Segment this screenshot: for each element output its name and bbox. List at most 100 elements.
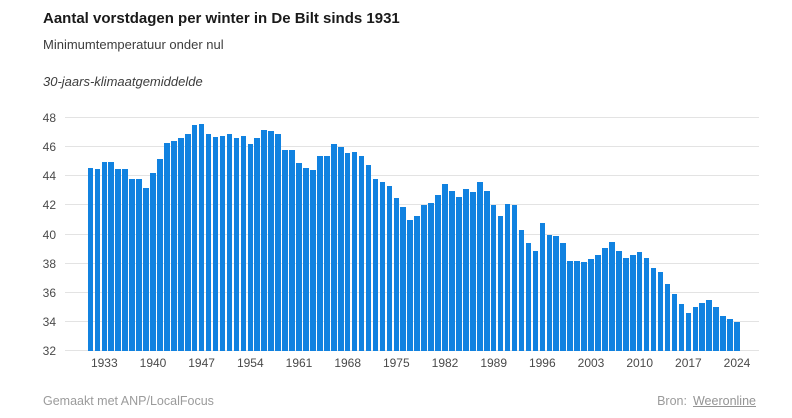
bar-2011[interactable] (643, 257, 650, 351)
bar-1932[interactable] (94, 169, 101, 351)
bar-1987[interactable] (476, 182, 483, 351)
bar-1994[interactable] (525, 243, 532, 351)
bar-1972[interactable] (372, 179, 379, 351)
bar-1941[interactable] (157, 158, 163, 351)
bar-1959[interactable] (282, 150, 288, 351)
bar-1967[interactable] (337, 147, 344, 351)
bar-1964[interactable] (317, 155, 323, 351)
bar-1991[interactable] (504, 203, 511, 351)
bar-1931[interactable] (87, 167, 94, 351)
bar-2014[interactable] (664, 284, 671, 351)
bar-1948[interactable] (205, 134, 212, 351)
bar-1973[interactable] (379, 182, 386, 351)
bar-1985[interactable] (463, 189, 469, 351)
bar-2018[interactable] (692, 307, 699, 351)
bar-1968[interactable] (344, 152, 351, 351)
bar-1979[interactable] (421, 205, 427, 351)
bar-1999[interactable] (560, 243, 566, 351)
gridline-42 (65, 204, 759, 206)
bar-1997[interactable] (546, 234, 553, 351)
bar-2010[interactable] (636, 252, 643, 351)
bar-2015[interactable] (671, 294, 678, 351)
bar-1982[interactable] (442, 183, 448, 351)
bar-2019[interactable] (699, 302, 706, 351)
bar-2005[interactable] (602, 247, 608, 351)
bar-1935[interactable] (115, 169, 121, 351)
bar-1971[interactable] (365, 164, 372, 351)
bar-1953[interactable] (240, 135, 247, 351)
bar-1951[interactable] (226, 134, 233, 351)
bar-2002[interactable] (581, 262, 587, 351)
bar-1943[interactable] (171, 141, 177, 351)
bar-1974[interactable] (386, 186, 393, 351)
bar-2004[interactable] (595, 254, 601, 351)
bar-2013[interactable] (657, 272, 664, 351)
bar-1978[interactable] (414, 215, 420, 351)
bar-2017[interactable] (685, 313, 692, 351)
bar-1952[interactable] (233, 138, 240, 351)
bar-1986[interactable] (470, 192, 476, 351)
bar-1939[interactable] (143, 187, 149, 351)
bar-1954[interactable] (247, 144, 254, 351)
bar-1988[interactable] (483, 190, 490, 351)
bar-2012[interactable] (650, 268, 657, 351)
bar-1976[interactable] (400, 206, 407, 351)
bar-1966[interactable] (330, 144, 337, 351)
bar-1989[interactable] (490, 205, 497, 351)
bar-1962[interactable] (303, 167, 309, 351)
bar-2009[interactable] (629, 254, 636, 351)
bar-2006[interactable] (609, 241, 615, 351)
bar-1957[interactable] (268, 131, 274, 351)
bar-1984[interactable] (456, 196, 462, 351)
bar-2001[interactable] (574, 260, 580, 351)
bar-2024[interactable] (734, 321, 740, 351)
bar-1960[interactable] (289, 150, 295, 351)
bar-2003[interactable] (588, 259, 594, 351)
bar-1936[interactable] (122, 169, 128, 351)
bar-2008[interactable] (622, 257, 629, 351)
bar-1933[interactable] (101, 161, 108, 351)
bar-1949[interactable] (212, 136, 219, 351)
bar-1946[interactable] (191, 125, 198, 351)
source-row: Bron: Weeronline (657, 394, 756, 408)
x-tick-1968: 1968 (334, 356, 362, 370)
bar-2023[interactable] (727, 319, 733, 351)
bar-2020[interactable] (706, 300, 712, 351)
bar-2016[interactable] (678, 304, 685, 351)
bar-1956[interactable] (261, 129, 268, 351)
bar-2022[interactable] (720, 316, 726, 351)
x-axis-labels: 1933 1940 1947 1954 1961 1968 1975 1982 1989 1996… (65, 356, 759, 374)
bar-1998[interactable] (553, 236, 560, 351)
bar-1993[interactable] (518, 230, 525, 351)
bar-2007[interactable] (616, 250, 622, 351)
bar-2000[interactable] (567, 260, 573, 351)
bar-2021[interactable] (713, 307, 719, 351)
bar-1958[interactable] (275, 134, 281, 351)
bar-1950[interactable] (219, 135, 226, 351)
source-link[interactable]: Weeronline (692, 394, 756, 408)
bar-1996[interactable] (539, 222, 546, 351)
bar-1969[interactable] (351, 151, 358, 351)
bar-1940[interactable] (150, 173, 156, 351)
bar-1981[interactable] (435, 195, 441, 351)
bar-1992[interactable] (511, 205, 518, 351)
bar-1947[interactable] (198, 123, 205, 351)
bar-1945[interactable] (184, 134, 191, 351)
bar-1938[interactable] (136, 179, 142, 351)
bar-1961[interactable] (296, 163, 302, 351)
bar-1944[interactable] (177, 138, 184, 351)
bar-1963[interactable] (310, 170, 316, 351)
bar-1955[interactable] (254, 138, 261, 351)
bar-1990[interactable] (497, 215, 504, 351)
bar-1977[interactable] (407, 219, 414, 351)
bar-1983[interactable] (449, 190, 455, 351)
bar-1975[interactable] (393, 198, 400, 351)
bar-1965[interactable] (324, 155, 330, 351)
bar-1980[interactable] (428, 202, 434, 351)
bar-1942[interactable] (164, 142, 170, 351)
bar-1934[interactable] (108, 161, 115, 351)
bar-1995[interactable] (532, 250, 539, 351)
bar-1970[interactable] (358, 155, 365, 351)
bar-1937[interactable] (129, 179, 135, 351)
